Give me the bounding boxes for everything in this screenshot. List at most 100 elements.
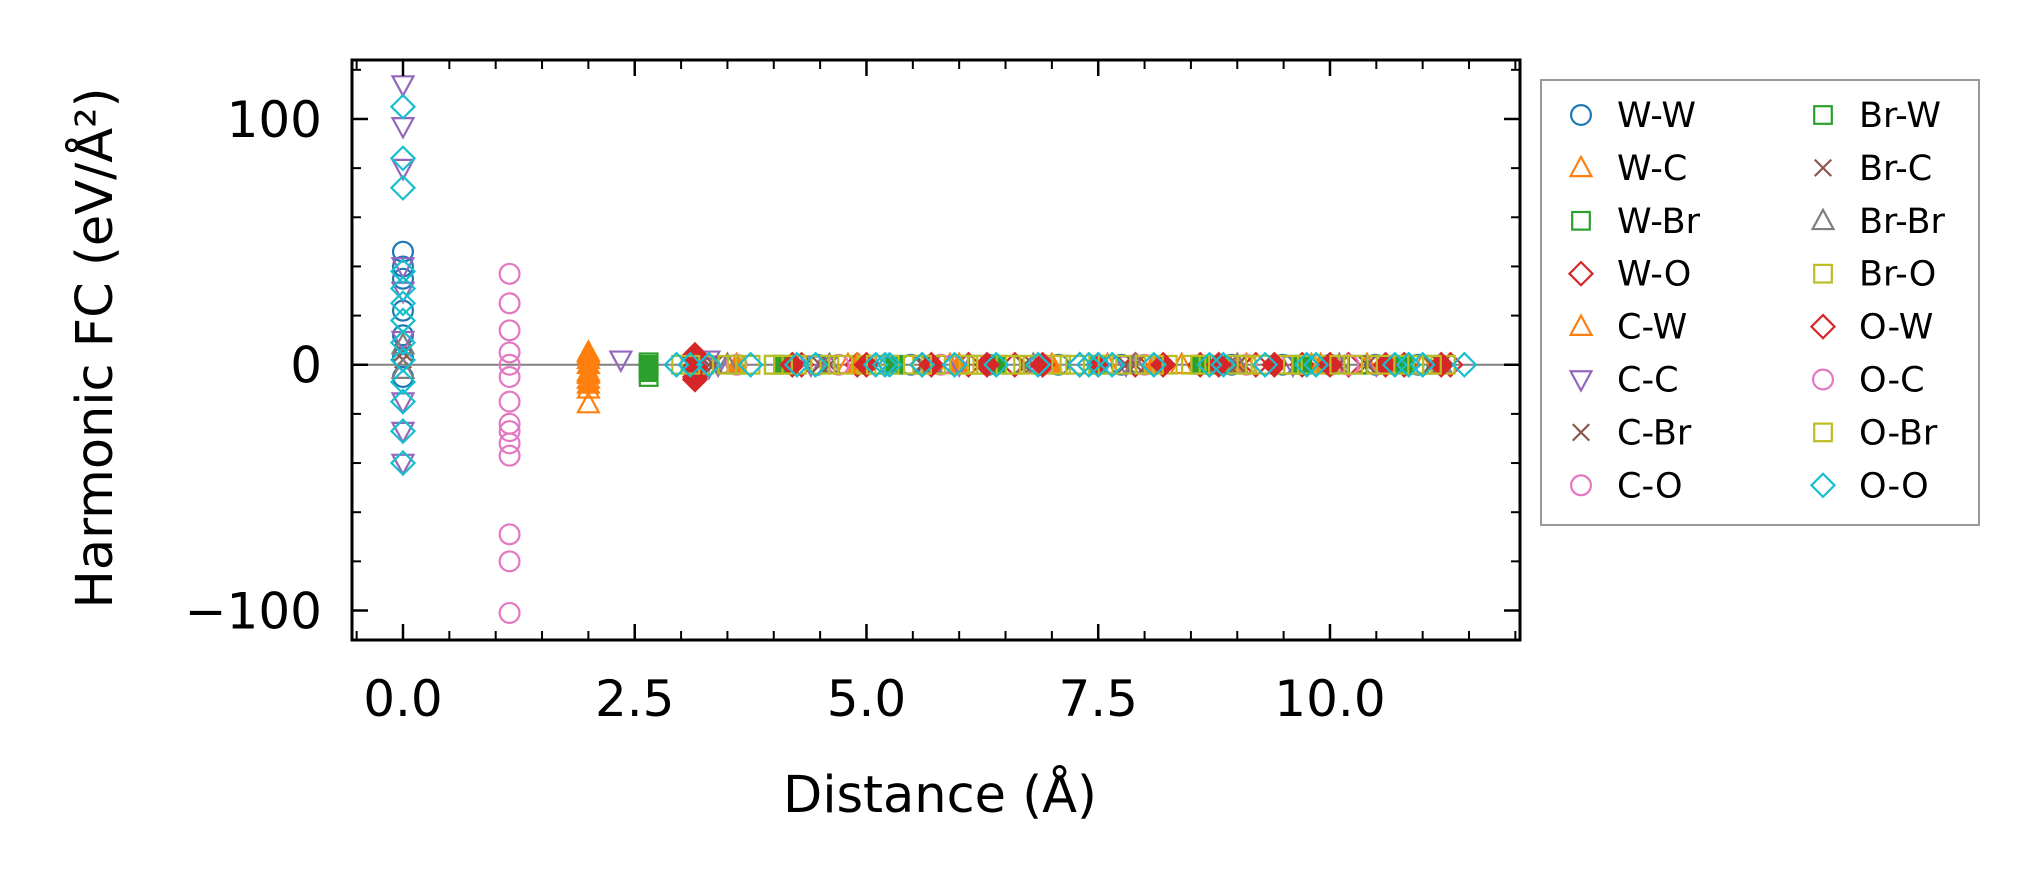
series-o-c <box>498 262 521 624</box>
legend-item-o-w: O-W <box>1809 308 1933 348</box>
data-point <box>1302 351 1330 378</box>
data-point <box>498 262 521 285</box>
data-point <box>498 601 521 624</box>
legend-label: Br-Br <box>1859 202 1946 242</box>
legend-item-w-br: W-Br <box>1571 202 1701 242</box>
data-point <box>498 550 521 573</box>
data-point <box>876 351 903 378</box>
legend-item-br-w: Br-W <box>1813 96 1941 136</box>
legend-marker <box>1810 207 1836 231</box>
data-point <box>389 290 417 317</box>
data-point <box>390 356 416 380</box>
plot-frame <box>350 58 1522 642</box>
data-point <box>498 420 521 443</box>
legend-item-o-br: O-Br <box>1813 413 1938 453</box>
data-point <box>389 275 417 302</box>
data-point <box>1422 354 1442 375</box>
data-point <box>1296 354 1317 375</box>
legend-marker <box>1813 263 1833 284</box>
data-point <box>941 351 968 378</box>
legend-item-w-o: W-O <box>1567 255 1691 295</box>
data-point <box>390 453 416 477</box>
legend-marker <box>1569 103 1592 126</box>
data-point <box>1190 354 1211 375</box>
x-tick-label: 2.5 <box>595 670 675 728</box>
data-point <box>1004 354 1025 375</box>
data-point <box>1024 351 1052 378</box>
data-point <box>973 351 1001 378</box>
data-point <box>1210 351 1237 378</box>
legend-label: C-W <box>1617 308 1687 348</box>
data-point <box>773 354 793 375</box>
data-point <box>389 417 417 445</box>
data-point <box>389 329 417 356</box>
legend-item-br-c: Br-C <box>1813 149 1932 189</box>
legend-label: W-Br <box>1617 202 1701 242</box>
legend-label: W-O <box>1617 255 1691 295</box>
series-o-br <box>680 354 1442 375</box>
data-point <box>389 388 417 415</box>
data-point <box>1451 351 1478 378</box>
legend-item-o-c: O-C <box>1811 361 1925 401</box>
series-c-c <box>390 75 1389 477</box>
data-point <box>389 174 417 201</box>
data-point <box>871 351 899 378</box>
legend-marker <box>1569 474 1592 497</box>
legend-label: Br-O <box>1859 255 1936 295</box>
legend-label: C-Br <box>1617 413 1692 453</box>
legend-label: O-W <box>1859 308 1933 348</box>
data-point <box>1066 351 1093 378</box>
legend-marker <box>1568 313 1594 336</box>
data-point <box>1065 354 1085 375</box>
data-point <box>391 324 414 347</box>
data-point <box>783 351 811 378</box>
data-point <box>680 354 701 375</box>
data-point <box>391 240 414 263</box>
data-point <box>726 354 747 375</box>
x-tick-label: 0.0 <box>363 670 443 728</box>
axes: 0.0 2.5 5.0 7.5 10.0 −100 0 100 <box>185 58 1522 728</box>
legend-label: O-C <box>1859 361 1925 401</box>
data-point <box>498 292 521 315</box>
data-point <box>389 449 417 477</box>
data-point <box>389 368 417 396</box>
legend-marker <box>1567 260 1595 287</box>
legend-item-w-c: W-C <box>1568 149 1687 189</box>
data-point <box>1111 354 1132 375</box>
data-point <box>498 353 521 376</box>
data-point <box>1051 354 1072 375</box>
legend-marker <box>1811 368 1834 391</box>
data-point <box>498 432 521 455</box>
legend-marker <box>1571 423 1591 442</box>
data-point <box>390 75 416 98</box>
data-point <box>740 354 761 375</box>
data-point <box>1282 354 1303 375</box>
legend-item-br-o: Br-O <box>1813 255 1936 295</box>
y-axis-label: Harmonic FC (eV/Å²) <box>63 87 125 608</box>
data-point <box>1140 351 1167 378</box>
legend-item-c-c: C-C <box>1568 361 1679 401</box>
data-point <box>1375 354 1396 375</box>
data-point <box>498 444 521 467</box>
x-tick-label: 10.0 <box>1274 670 1385 728</box>
legend-label: Br-W <box>1859 96 1941 136</box>
legend-marker <box>1813 158 1833 177</box>
legend-marker <box>1809 472 1837 499</box>
data-point <box>389 145 417 172</box>
data-point <box>737 351 764 378</box>
data-point <box>1335 351 1362 378</box>
data-point <box>498 341 521 364</box>
data-point <box>879 354 900 375</box>
data-point <box>908 351 936 378</box>
data-point <box>865 354 886 375</box>
legend-label: C-C <box>1617 361 1679 401</box>
data-point <box>983 351 1010 378</box>
data-point <box>576 371 601 394</box>
data-point <box>1099 351 1126 378</box>
legend-item-o-o: O-O <box>1809 466 1929 506</box>
data-point <box>1205 351 1232 378</box>
data-point <box>498 366 521 389</box>
legend-marker <box>1568 370 1594 393</box>
data-point <box>1409 351 1436 378</box>
plot-area <box>352 75 1520 624</box>
